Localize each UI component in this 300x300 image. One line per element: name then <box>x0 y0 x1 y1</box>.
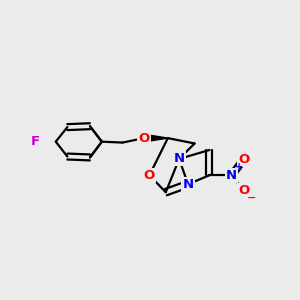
Text: O: O <box>138 132 150 145</box>
Text: −: − <box>246 193 256 203</box>
Polygon shape <box>144 134 168 142</box>
Text: F: F <box>30 135 40 148</box>
Text: N: N <box>174 152 185 165</box>
Text: O: O <box>144 169 155 182</box>
Text: O: O <box>238 153 249 166</box>
Text: N: N <box>182 178 194 191</box>
Text: +: + <box>235 162 243 172</box>
Text: N: N <box>226 169 237 182</box>
Text: O: O <box>238 184 249 197</box>
